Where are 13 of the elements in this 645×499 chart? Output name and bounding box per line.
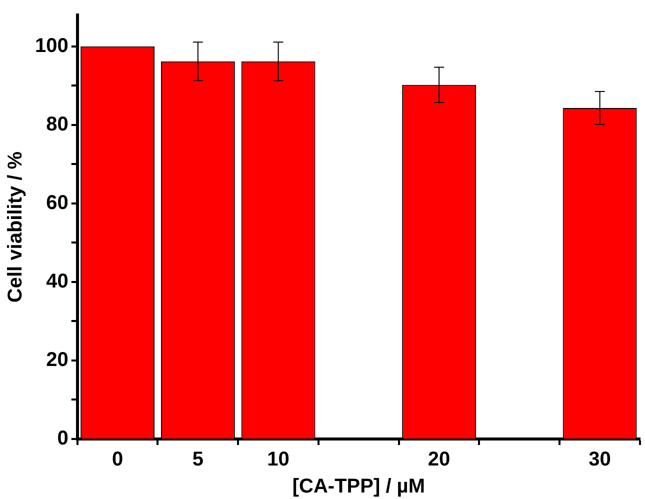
y-tick-label: 0 [57,428,68,450]
x-tick-label: 10 [267,448,290,471]
y-tick-label: 80 [46,113,68,136]
y-tick-label: 40 [46,270,68,292]
x-tick-label: 30 [588,448,611,471]
y-tick-label: 100 [34,34,68,57]
x-tick-label: 5 [192,448,204,471]
x-tick-label: 0 [112,448,124,471]
x-tick-label: 20 [428,448,450,471]
y-tick-label: 60 [46,192,68,214]
y-axis-title: Cell viability / % [4,151,27,303]
y-tick-label: 20 [46,348,68,371]
x-axis-title: [CA-TPP] / µM [292,476,425,498]
